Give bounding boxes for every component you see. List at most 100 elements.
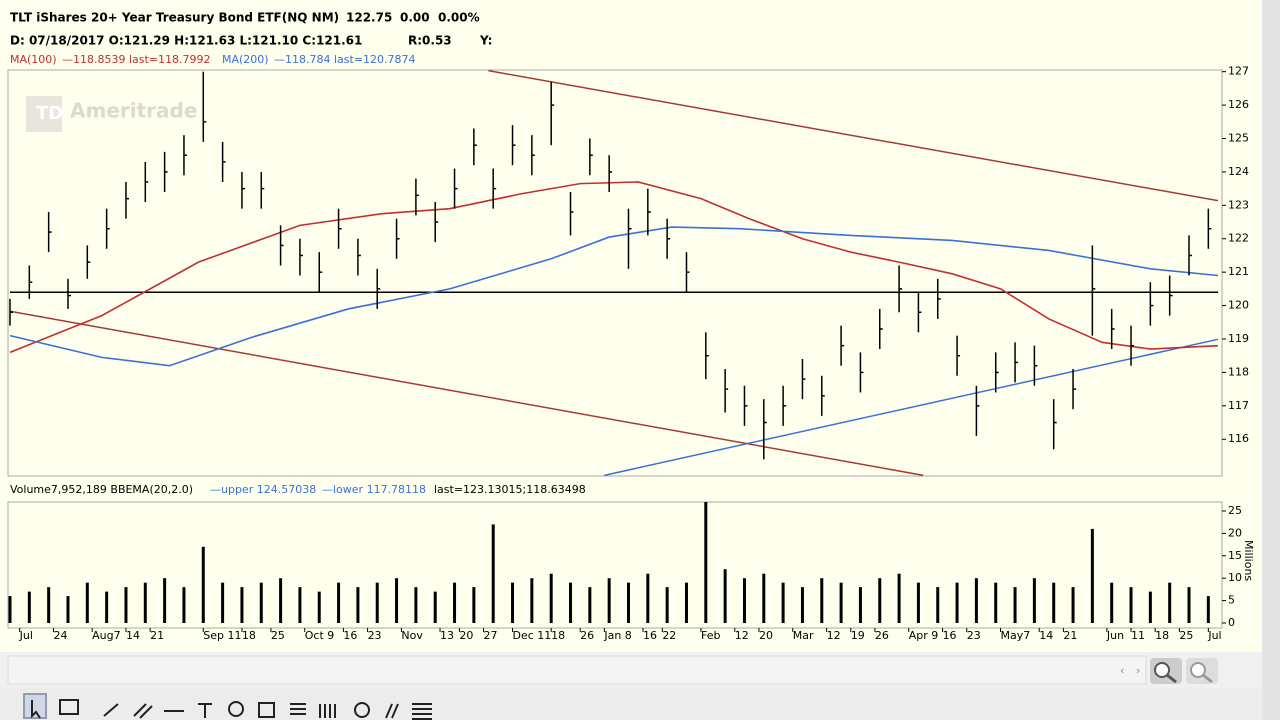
volume-bar <box>279 578 283 623</box>
ma100-text: —118.8539 last=118.7992 <box>62 53 211 66</box>
volume-bar <box>897 573 901 623</box>
x-tick-label: 11 <box>1131 629 1145 642</box>
volume-bar <box>1168 582 1172 623</box>
x-tick-label: Oct 9 <box>305 629 335 642</box>
trendline <box>9 310 924 477</box>
x-tick-label: Feb <box>701 629 720 642</box>
volume-bar <box>375 582 379 623</box>
toolbar-icons[interactable] <box>23 693 432 720</box>
x-tick-label: 24 <box>53 629 67 642</box>
volume-bar <box>762 573 766 623</box>
x-tick-label: 16 <box>943 629 957 642</box>
volume-bar <box>317 591 321 623</box>
x-tick-label: 20 <box>759 629 773 642</box>
x-tick-label: 25 <box>1179 629 1193 642</box>
volume-bar <box>878 578 882 623</box>
volume-bar <box>916 582 920 623</box>
volume-axis-label: Millions <box>1242 540 1255 581</box>
volume-bar <box>626 582 630 623</box>
x-tick-label: 26 <box>875 629 889 642</box>
y-tick-label: 116 <box>1228 432 1249 445</box>
volume-bar <box>665 587 669 623</box>
volume-bar <box>607 578 611 623</box>
volume-bar <box>858 587 862 623</box>
volume-bar <box>1110 582 1114 623</box>
x-tick-label: 25 <box>271 629 285 642</box>
x-tick-label: 27 <box>484 629 498 642</box>
zoom-in[interactable] <box>1150 658 1182 684</box>
volume-bar <box>472 587 476 623</box>
y-tick-label: 122 <box>1228 232 1249 245</box>
volume-bar <box>414 587 418 623</box>
moving-average <box>9 181 1219 354</box>
volume-bar <box>1090 528 1094 623</box>
volume-bar <box>240 587 244 623</box>
volume-bar <box>105 591 109 623</box>
x-tick-label: Jul <box>19 629 33 642</box>
change-pct: 0.00% <box>438 11 480 25</box>
y-tick-label: 126 <box>1228 98 1249 111</box>
x-tick-label: Aug7 <box>92 629 120 642</box>
volume-bar <box>1148 591 1152 623</box>
volume-bar <box>491 524 495 623</box>
last-price: 122.75 <box>346 11 392 25</box>
volume-bar <box>143 582 147 623</box>
volume-bar <box>395 578 399 623</box>
y-tick-label: 120 <box>1228 299 1249 312</box>
volume-bar <box>742 578 746 623</box>
x-tick-label: 23 <box>368 629 382 642</box>
volume-label: Volume7,952,189 BBEMA(20,2.0) <box>10 483 193 496</box>
volume-bar <box>124 587 128 623</box>
ma100-label: MA(100) <box>10 53 57 66</box>
volume-bar <box>588 587 592 623</box>
volume-tick-label: 20 <box>1228 526 1242 539</box>
trendline <box>488 69 1219 202</box>
volume-bar <box>356 587 360 623</box>
scroll-left[interactable]: ‹ <box>1120 664 1124 677</box>
scroll-right[interactable]: › <box>1136 664 1140 677</box>
x-tick-label: Dec 11 <box>513 629 552 642</box>
x-tick-label: Nov <box>401 629 423 642</box>
volume-bar <box>1013 587 1017 623</box>
y-label: Y: <box>479 34 492 48</box>
x-tick-label: 23 <box>967 629 981 642</box>
y-tick-label: 125 <box>1228 132 1249 145</box>
volume-tick-label: 15 <box>1228 549 1242 562</box>
x-tick-label: 18 <box>1155 629 1169 642</box>
toolbar <box>0 688 1262 720</box>
y-tick-label: 118 <box>1228 365 1249 378</box>
volume-bar <box>27 591 31 623</box>
volume-tick-label: 25 <box>1228 504 1242 517</box>
x-tick-label: 20 <box>459 629 473 642</box>
x-tick-label: 19 <box>851 629 865 642</box>
bb-last: last=123.13015;118.63498 <box>434 483 586 496</box>
logo-td: TD <box>36 103 63 124</box>
x-tick-label: 13 <box>440 629 454 642</box>
volume-bar <box>955 582 959 623</box>
x-tick-label: 22 <box>662 629 676 642</box>
volume-bar <box>723 569 727 623</box>
x-tick-label: Sep 11 <box>203 629 241 642</box>
trendline <box>604 338 1219 477</box>
volume-bar <box>1052 582 1056 623</box>
volume-bar <box>569 582 573 623</box>
ma200-label: MA(200) <box>222 53 269 66</box>
volume-bar <box>221 582 225 623</box>
x-tick-label: Jan 8 <box>603 629 631 642</box>
x-tick-label: 26 <box>580 629 594 642</box>
y-tick-label: 123 <box>1228 198 1249 211</box>
x-tick-label: 14 <box>1039 629 1053 642</box>
x-tick-label: 21 <box>150 629 164 642</box>
volume-bar <box>8 596 12 623</box>
zoom-out[interactable] <box>1186 658 1218 684</box>
watermark: Ameritrade <box>70 99 197 123</box>
scrollbar[interactable] <box>7 655 1147 685</box>
volume-bar <box>994 582 998 623</box>
volume-bar <box>433 591 437 623</box>
volume-bar <box>511 582 515 623</box>
x-tick-label: Jul <box>1207 629 1221 642</box>
bb-lower: —lower 117.78118 <box>322 483 426 496</box>
volume-bar <box>453 582 457 623</box>
x-tick-label: 14 <box>126 629 140 642</box>
